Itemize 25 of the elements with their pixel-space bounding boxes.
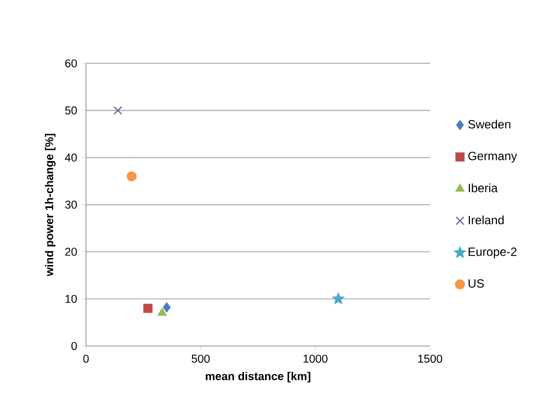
x-tick-label: 0 [83, 354, 89, 363]
point [114, 106, 122, 115]
x-axis-title: mean distance [km] [206, 372, 310, 382]
point [126, 171, 137, 182]
legend-label: US [468, 279, 484, 288]
y-tick-label: 0 [71, 342, 77, 350]
point [162, 302, 171, 312]
y-tick-label: 50 [65, 106, 77, 114]
y-tick-label: 20 [65, 248, 77, 256]
point [158, 308, 167, 316]
x-tick-label: 1000 [304, 354, 328, 363]
y-tick-label: 40 [64, 154, 77, 162]
y-tick-label: 60 [65, 59, 77, 68]
legend-label: Germany [468, 152, 518, 163]
point [332, 292, 344, 304]
x-tick-label: 500 [192, 354, 210, 363]
legend-label: Europe-2 [468, 248, 516, 258]
y-tick-label: 30 [65, 200, 77, 209]
x-tick-label: 1500 [418, 354, 442, 363]
y-tick-label: 10 [66, 294, 77, 303]
legend-label: Sweden [468, 120, 510, 129]
legend-label: Iberia [468, 183, 498, 192]
legend-label: Ireland [468, 215, 504, 224]
point [143, 304, 153, 313]
y-axis-title: wind power 1h-change [%] [44, 134, 56, 276]
